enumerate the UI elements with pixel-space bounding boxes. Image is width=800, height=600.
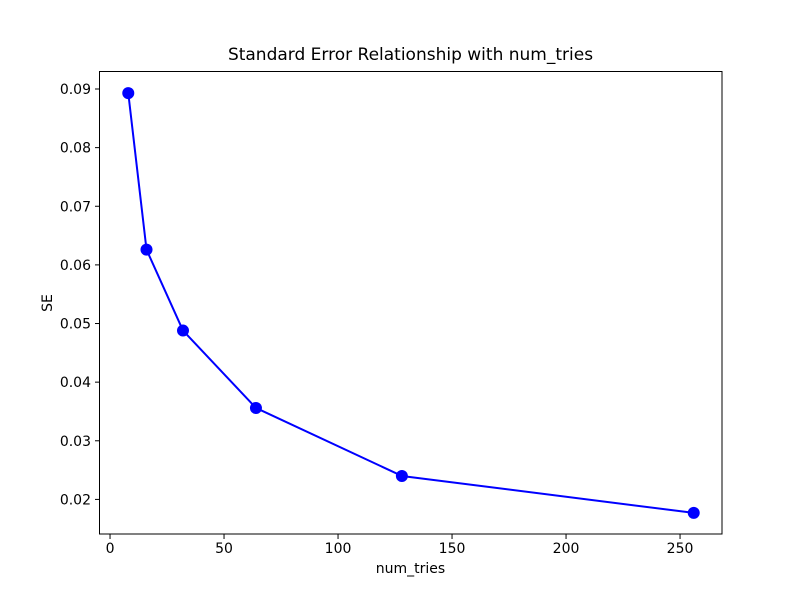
y-tick-label: 0.04 <box>60 375 91 391</box>
data-point <box>249 401 262 414</box>
data-point <box>140 243 153 256</box>
tick-layer: 0 50 100 150 200 250 0.02 0.03 0.04 0.05 0.06 0.07 0… <box>60 82 694 557</box>
chart-title: Standard Error Relationship with num_tri… <box>228 45 593 65</box>
x-axis-label: num_tries <box>376 561 445 577</box>
data-line <box>127 92 694 514</box>
y-tick-label: 0.08 <box>60 141 91 157</box>
series-layer <box>122 87 700 519</box>
y-tick-label: 0.06 <box>60 258 91 274</box>
data-point <box>122 87 135 100</box>
plot-area <box>100 72 722 534</box>
y-tick-label: 0.05 <box>60 317 91 333</box>
y-tick-label: 0.07 <box>60 199 91 215</box>
x-tick-label: 200 <box>553 541 580 557</box>
y-axis-label: SE <box>40 294 56 312</box>
x-tick-label: 100 <box>325 541 352 557</box>
data-point <box>395 469 408 482</box>
data-point <box>687 506 700 519</box>
x-tick-label: 0 <box>106 541 115 557</box>
axes-spines <box>99 71 723 535</box>
x-tick-label: 150 <box>439 541 466 557</box>
y-tick-label: 0.02 <box>60 492 91 508</box>
data-point <box>176 324 189 337</box>
x-tick-label: 50 <box>215 541 233 557</box>
x-tick-label: 250 <box>667 541 694 557</box>
y-tick-label: 0.03 <box>60 434 91 450</box>
y-tick-label: 0.09 <box>60 82 91 98</box>
